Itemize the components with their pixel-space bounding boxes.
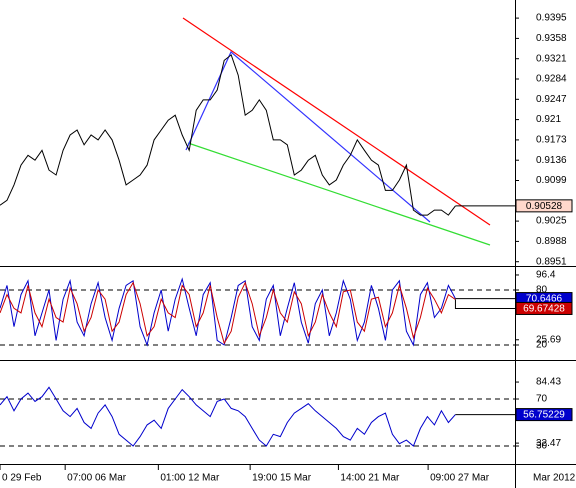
y-tick-label: 84.43 (536, 377, 561, 388)
y-tick-label: 70 (536, 394, 548, 405)
y-tick-label: 0.9025 (536, 216, 567, 227)
y-tick-label: 0.9395 (536, 13, 567, 24)
x-tick-label: 07:00 06 Mar (67, 473, 127, 484)
y-tick-label: 0.9247 (536, 94, 567, 105)
y-tick-label: 96.4 (536, 270, 556, 281)
x-period-label: Mar 2012 (533, 473, 576, 484)
trend-line (185, 51, 431, 223)
y-tick-label: 25.69 (536, 334, 561, 345)
last-value-box (515, 199, 573, 213)
trend-line (182, 17, 491, 226)
trend-line (187, 142, 491, 246)
last-value-label: 70.6466 (526, 294, 563, 305)
x-tick-label: 09:00 27 Mar (430, 473, 490, 484)
y-tick-label: 80 (536, 285, 548, 296)
x-tick-label: 0 29 Feb (2, 473, 42, 484)
x-tick-label: 01:00 12 Mar (160, 473, 220, 484)
y-tick-label: 0.9173 (536, 135, 567, 146)
y-tick-label: 0.9358 (536, 33, 567, 44)
last-value-label: 0.90528 (526, 201, 563, 212)
last-value-box (515, 301, 573, 315)
y-tick-label: 0.9321 (536, 53, 567, 64)
y-tick-label: 0.9284 (536, 74, 567, 85)
x-tick-label: 19:00 15 Mar (252, 473, 312, 484)
y-tick-label: 32.47 (536, 438, 561, 449)
y-tick-label: 30 (536, 441, 548, 452)
price-line (0, 54, 456, 216)
y-tick-label: 0.8988 (536, 236, 567, 247)
y-tick-label: 0.9136 (536, 155, 567, 166)
y-tick-label: 0.9099 (536, 175, 567, 186)
price-line (0, 281, 456, 345)
price-line (0, 277, 456, 347)
last-value-leader (454, 299, 515, 309)
y-tick-label: 0.8951 (536, 256, 567, 267)
y-tick-label: 0.921 (536, 114, 561, 125)
last-value-box (515, 408, 573, 422)
price-line (0, 386, 456, 447)
last-value-label: 56.75229 (523, 410, 565, 421)
y-tick-label: 20 (536, 340, 548, 351)
last-value-label: 69.67428 (523, 304, 565, 315)
x-tick-label: 14:00 21 Mar (340, 473, 400, 484)
